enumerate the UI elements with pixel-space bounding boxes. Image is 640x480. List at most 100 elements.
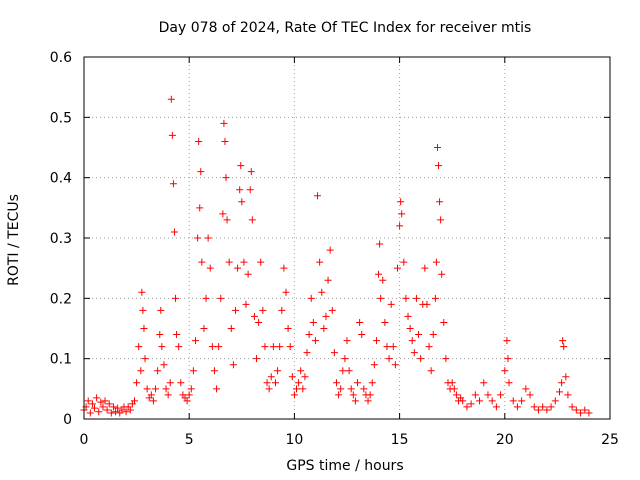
data-point bbox=[417, 355, 425, 363]
data-point bbox=[103, 406, 111, 414]
data-point bbox=[220, 119, 228, 127]
data-point bbox=[162, 385, 170, 393]
data-point bbox=[130, 397, 138, 405]
data-point bbox=[253, 355, 261, 363]
data-point bbox=[265, 385, 273, 393]
data-point bbox=[459, 397, 467, 405]
data-point bbox=[307, 294, 315, 302]
data-point bbox=[246, 186, 254, 194]
x-tick-label: 25 bbox=[601, 432, 619, 448]
data-point bbox=[238, 198, 246, 206]
data-point bbox=[504, 355, 512, 363]
data-point bbox=[492, 403, 500, 411]
data-point bbox=[293, 385, 301, 393]
data-point bbox=[288, 373, 296, 381]
data-point bbox=[257, 258, 265, 266]
data-point bbox=[259, 306, 267, 314]
data-point bbox=[221, 137, 229, 145]
data-point bbox=[324, 276, 332, 284]
data-point bbox=[114, 404, 122, 412]
data-point bbox=[271, 379, 279, 387]
data-point bbox=[213, 385, 221, 393]
data-point bbox=[173, 331, 181, 339]
data-point bbox=[225, 258, 233, 266]
data-point bbox=[198, 258, 206, 266]
y-tick-label: 0.3 bbox=[50, 231, 72, 247]
data-point bbox=[185, 391, 193, 399]
data-point bbox=[423, 300, 431, 308]
data-point bbox=[526, 391, 534, 399]
data-point bbox=[326, 246, 334, 254]
data-point bbox=[402, 294, 410, 302]
data-point bbox=[339, 367, 347, 375]
data-point bbox=[505, 379, 513, 387]
data-point bbox=[149, 397, 157, 405]
data-point bbox=[370, 361, 378, 369]
data-point bbox=[208, 343, 216, 351]
data-point bbox=[311, 337, 319, 345]
data-point bbox=[509, 397, 517, 405]
data-point bbox=[197, 168, 205, 176]
data-point bbox=[91, 404, 99, 412]
data-point bbox=[177, 379, 185, 387]
data-point bbox=[448, 379, 456, 387]
data-point bbox=[376, 240, 384, 248]
data-point bbox=[558, 379, 566, 387]
data-point bbox=[577, 409, 585, 417]
data-point bbox=[343, 337, 351, 345]
x-tick-label: 20 bbox=[496, 432, 514, 448]
data-point bbox=[425, 343, 433, 351]
data-point bbox=[387, 300, 395, 308]
data-point bbox=[309, 318, 317, 326]
data-point bbox=[436, 198, 444, 206]
data-point bbox=[358, 331, 366, 339]
data-point bbox=[415, 331, 423, 339]
data-point bbox=[290, 391, 298, 399]
data-point bbox=[227, 325, 235, 332]
data-point bbox=[156, 331, 164, 339]
data-point bbox=[138, 288, 146, 296]
data-point bbox=[372, 337, 380, 345]
data-point bbox=[518, 397, 526, 405]
data-point bbox=[551, 397, 559, 405]
data-point bbox=[328, 306, 336, 314]
data-point bbox=[450, 385, 458, 393]
data-point bbox=[320, 325, 328, 332]
data-point bbox=[170, 228, 178, 236]
data-point bbox=[437, 216, 445, 224]
x-tick-label: 0 bbox=[80, 432, 89, 448]
data-point bbox=[135, 343, 143, 351]
data-point bbox=[408, 337, 416, 345]
data-point bbox=[240, 258, 248, 266]
data-point bbox=[194, 234, 202, 242]
data-point bbox=[318, 288, 326, 296]
data-point bbox=[305, 331, 313, 339]
data-point bbox=[564, 391, 572, 399]
data-point bbox=[330, 349, 338, 357]
y-tick-label: 0.4 bbox=[50, 171, 72, 187]
data-point bbox=[568, 403, 576, 411]
data-point bbox=[389, 343, 397, 351]
data-point bbox=[539, 403, 547, 411]
data-point bbox=[356, 318, 364, 326]
data-point bbox=[314, 192, 322, 200]
data-point bbox=[349, 391, 357, 399]
data-point bbox=[282, 288, 290, 296]
data-point bbox=[236, 186, 244, 194]
data-point bbox=[157, 306, 165, 314]
data-point bbox=[109, 403, 117, 411]
data-point bbox=[297, 367, 305, 375]
y-axis-title: ROTI / TECUs bbox=[6, 194, 22, 286]
data-point bbox=[93, 394, 101, 402]
data-point bbox=[503, 337, 511, 345]
data-point bbox=[400, 258, 408, 266]
y-tick-label: 0.5 bbox=[50, 110, 72, 126]
y-tick-label: 0.1 bbox=[50, 352, 72, 368]
data-point bbox=[393, 264, 401, 272]
data-point bbox=[383, 343, 391, 351]
data-point bbox=[168, 131, 176, 139]
data-point bbox=[112, 408, 120, 416]
data-point bbox=[366, 391, 374, 399]
data-point bbox=[276, 343, 284, 351]
data-point bbox=[480, 379, 488, 387]
